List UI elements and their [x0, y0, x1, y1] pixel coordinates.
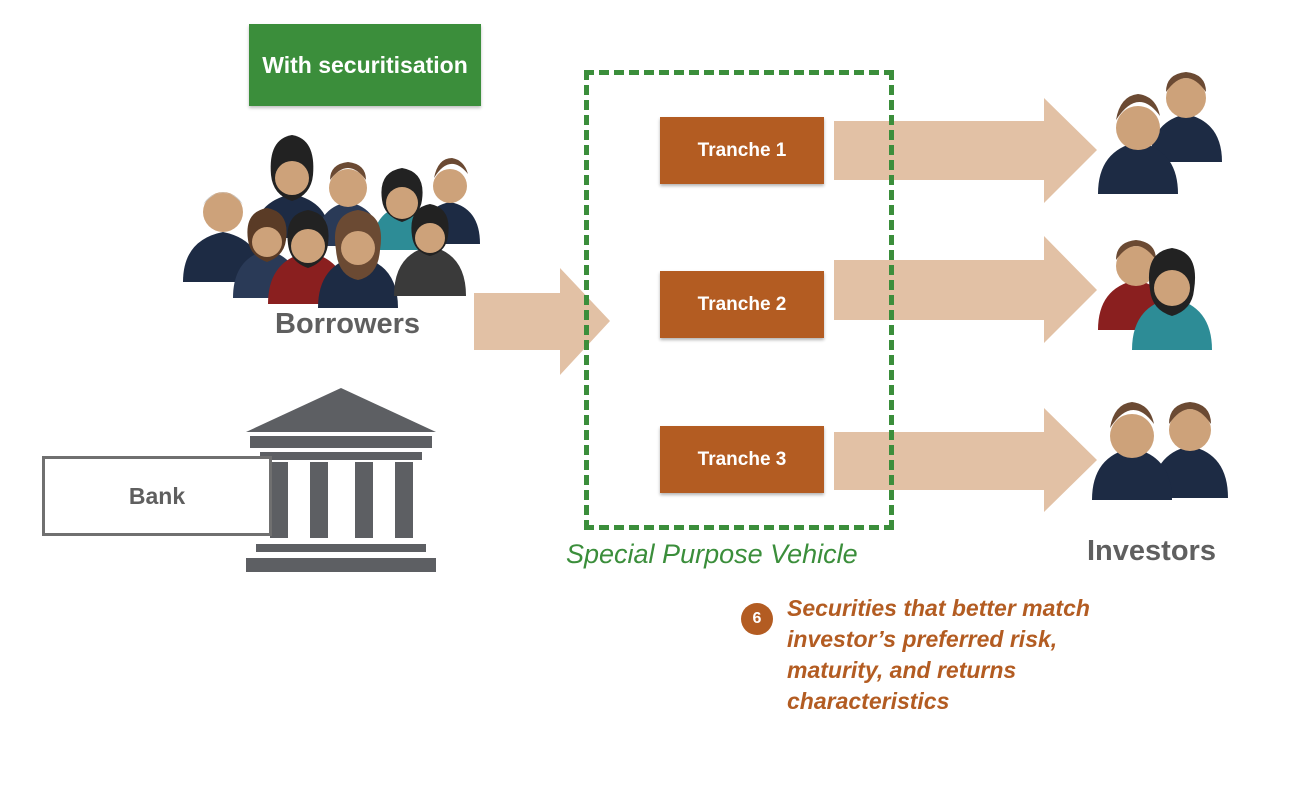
- investor-pair-icon: [1098, 72, 1222, 194]
- with-securitisation-badge: With securitisation: [249, 24, 481, 106]
- arrow-tranche-2: [834, 236, 1097, 343]
- investor-pair-icon: [1092, 402, 1228, 500]
- person-icon: [1092, 402, 1172, 500]
- person-icon: [1152, 402, 1228, 498]
- tranche-3-label: Tranche 3: [697, 448, 787, 470]
- tranche-2-label: Tranche 2: [697, 293, 787, 315]
- spv-label: Special Purpose Vehicle: [566, 539, 858, 569]
- bank-box: Bank: [42, 456, 272, 536]
- borrowers-label: Borrowers: [275, 308, 421, 340]
- tranche-3-box: Tranche 3: [660, 426, 824, 493]
- person-icon: [1132, 248, 1212, 350]
- person-icon: [1098, 94, 1178, 194]
- arrow-tranche-1: [834, 98, 1097, 203]
- arrow-borrowers-to-spv: [474, 268, 610, 375]
- tranche-2-box: Tranche 2: [660, 271, 824, 338]
- badge-label: With securitisation: [262, 52, 468, 78]
- person-icon: [1150, 72, 1222, 162]
- investors-label: Investors: [1087, 535, 1216, 567]
- people-group-icon: [183, 135, 480, 308]
- bank-building-icon: [246, 388, 436, 572]
- bank-label: Bank: [128, 482, 186, 509]
- note-text: Securities that better match investor’s …: [787, 595, 1090, 714]
- spv-box: [584, 70, 894, 530]
- investor-pair-icon: [1098, 240, 1212, 350]
- person-icon: [394, 204, 466, 296]
- tranche-1-label: Tranche 1: [697, 139, 787, 161]
- arrow-tranche-3: [834, 408, 1097, 512]
- note-number: 6: [752, 610, 762, 627]
- note-number-badge: 6: [741, 603, 773, 635]
- person-icon: [318, 210, 398, 308]
- tranche-1-box: Tranche 1: [660, 117, 824, 184]
- person-icon: [233, 208, 301, 298]
